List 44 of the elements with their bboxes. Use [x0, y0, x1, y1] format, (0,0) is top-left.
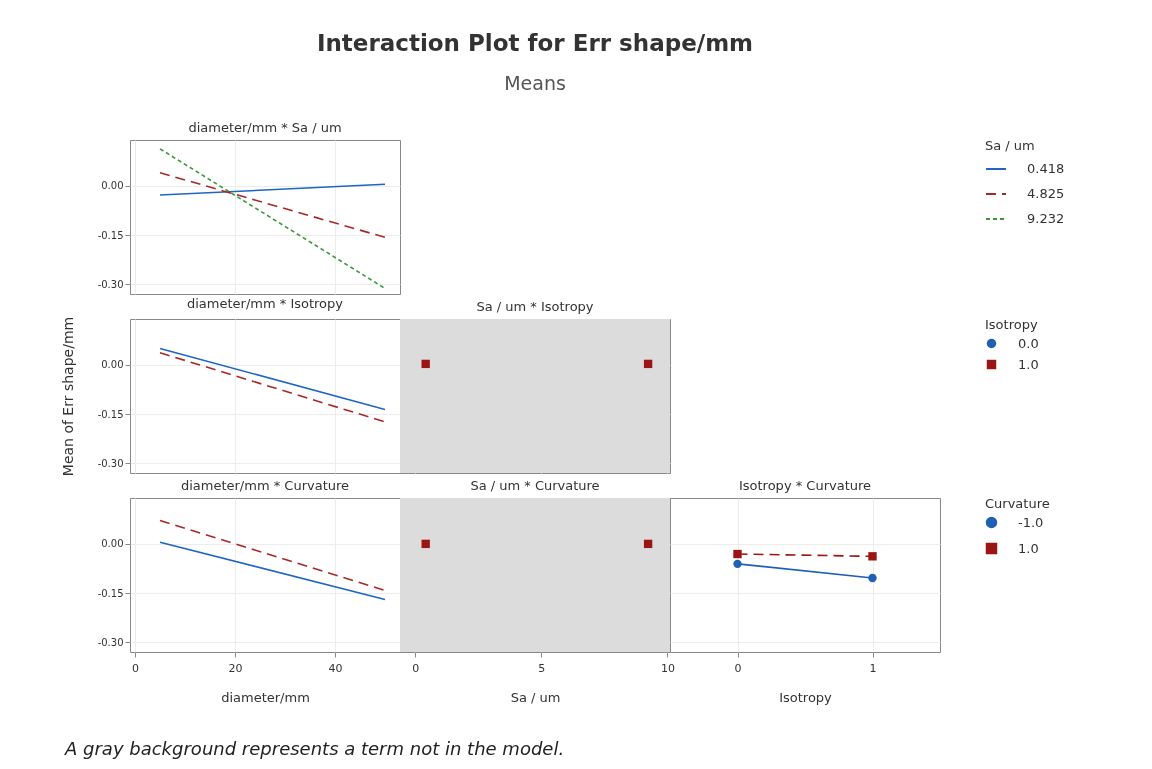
x-tick-label: 20: [228, 661, 243, 675]
x-tick-label: 10: [660, 661, 675, 675]
y-tick-label: -0.30: [97, 636, 124, 648]
y-axis-title: Mean of Err shape/mm: [59, 316, 76, 477]
x-axis-title: Sa / um: [510, 689, 561, 705]
chart-title: diameter/mm * Curvature: [180, 478, 350, 493]
chart-title: Isotropy * Curvature: [738, 478, 872, 493]
point: [733, 549, 742, 559]
y-tick-label: -0.15: [97, 408, 124, 420]
y-tick-label: -0.30: [97, 278, 124, 290]
x-tick-label: 0: [132, 661, 139, 675]
x-tick-label: 1: [869, 661, 877, 675]
legend-title: Sa / um: [985, 138, 1035, 153]
legend-label: 4.825: [1027, 186, 1065, 201]
legend-title: Isotropy: [985, 317, 1038, 332]
chart-title: Sa / um * Isotropy: [476, 299, 594, 314]
x-axis-title: diameter/mm: [221, 689, 310, 705]
x-axis-title: Isotropy: [779, 689, 833, 705]
point: [733, 559, 742, 569]
legend-label: 1.0: [1018, 540, 1039, 556]
text: Means: [503, 72, 567, 94]
legend-label: 0.0: [1018, 335, 1039, 351]
y-tick-label: -0.15: [97, 229, 124, 241]
text: A gray background represents a term not in the model.: [65, 738, 565, 759]
x-tick-label: 0: [412, 661, 420, 675]
legend-label: 1.0: [1018, 356, 1039, 372]
point: [868, 573, 877, 583]
chart-title: Sa / um * Curvature: [470, 478, 600, 493]
text: Interaction Plot for Err shape/mm: [315, 30, 755, 56]
point: [868, 552, 877, 561]
y-tick-label: 0.00: [101, 538, 124, 550]
legend-title: Curvature: [985, 496, 1050, 511]
y-tick-label: 0.00: [101, 359, 124, 371]
x-tick-label: 0: [734, 661, 742, 675]
chart-title: diameter/mm * Sa / um: [188, 120, 342, 135]
legend-label: 9.232: [1027, 211, 1065, 226]
chart-title: diameter/mm * Isotropy: [186, 296, 344, 312]
legend-label: 0.418: [1027, 161, 1065, 176]
y-tick-label: 0.00: [101, 180, 124, 192]
x-tick-label: 5: [538, 661, 546, 675]
y-tick-label: -0.30: [97, 457, 124, 469]
x-tick-label: 40: [328, 661, 343, 675]
y-tick-label: -0.15: [97, 587, 124, 599]
legend-label: -1.0: [1018, 514, 1044, 530]
